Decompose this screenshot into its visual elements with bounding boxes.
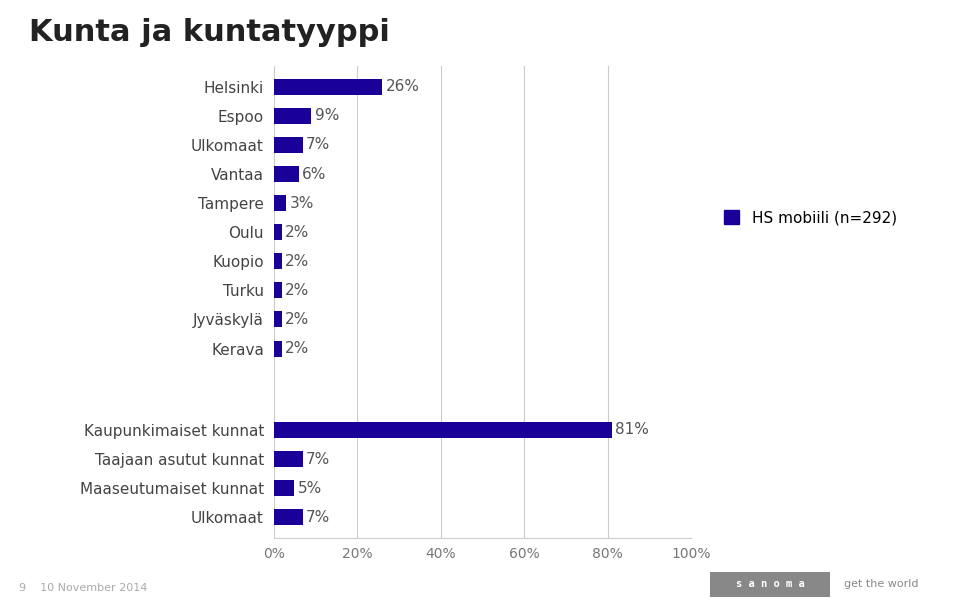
Text: 2%: 2% [285,225,309,240]
Text: 7%: 7% [306,510,330,525]
Bar [274,312,282,327]
Text: 2%: 2% [285,312,309,327]
FancyBboxPatch shape [710,572,830,597]
Bar [274,108,311,124]
Text: 2%: 2% [285,283,309,298]
Bar [274,166,299,182]
Bar [274,137,302,153]
Bar [274,224,282,240]
Bar [274,480,295,496]
Text: 7%: 7% [306,452,330,466]
Bar [274,253,282,269]
Text: 26%: 26% [386,79,420,94]
Bar [274,422,612,438]
Text: 9%: 9% [315,108,339,123]
Text: Kunta ja kuntatyyppi: Kunta ja kuntatyyppi [29,18,390,47]
Bar [274,341,282,356]
Bar [274,509,302,525]
Bar [274,282,282,298]
Bar [274,195,286,211]
Text: 3%: 3% [290,196,314,211]
Bar [274,79,382,95]
Text: 2%: 2% [285,254,309,269]
Text: 6%: 6% [302,167,326,182]
Text: 2%: 2% [285,341,309,356]
Legend: HS mobiili (n=292): HS mobiili (n=292) [718,204,903,231]
Bar [274,451,302,467]
Text: s a n o m a: s a n o m a [736,579,804,590]
Text: 9    10 November 2014: 9 10 November 2014 [19,583,148,593]
Text: 81%: 81% [615,422,649,437]
Text: 7%: 7% [306,138,330,152]
Text: 5%: 5% [298,481,322,496]
Text: get the world: get the world [844,579,919,590]
